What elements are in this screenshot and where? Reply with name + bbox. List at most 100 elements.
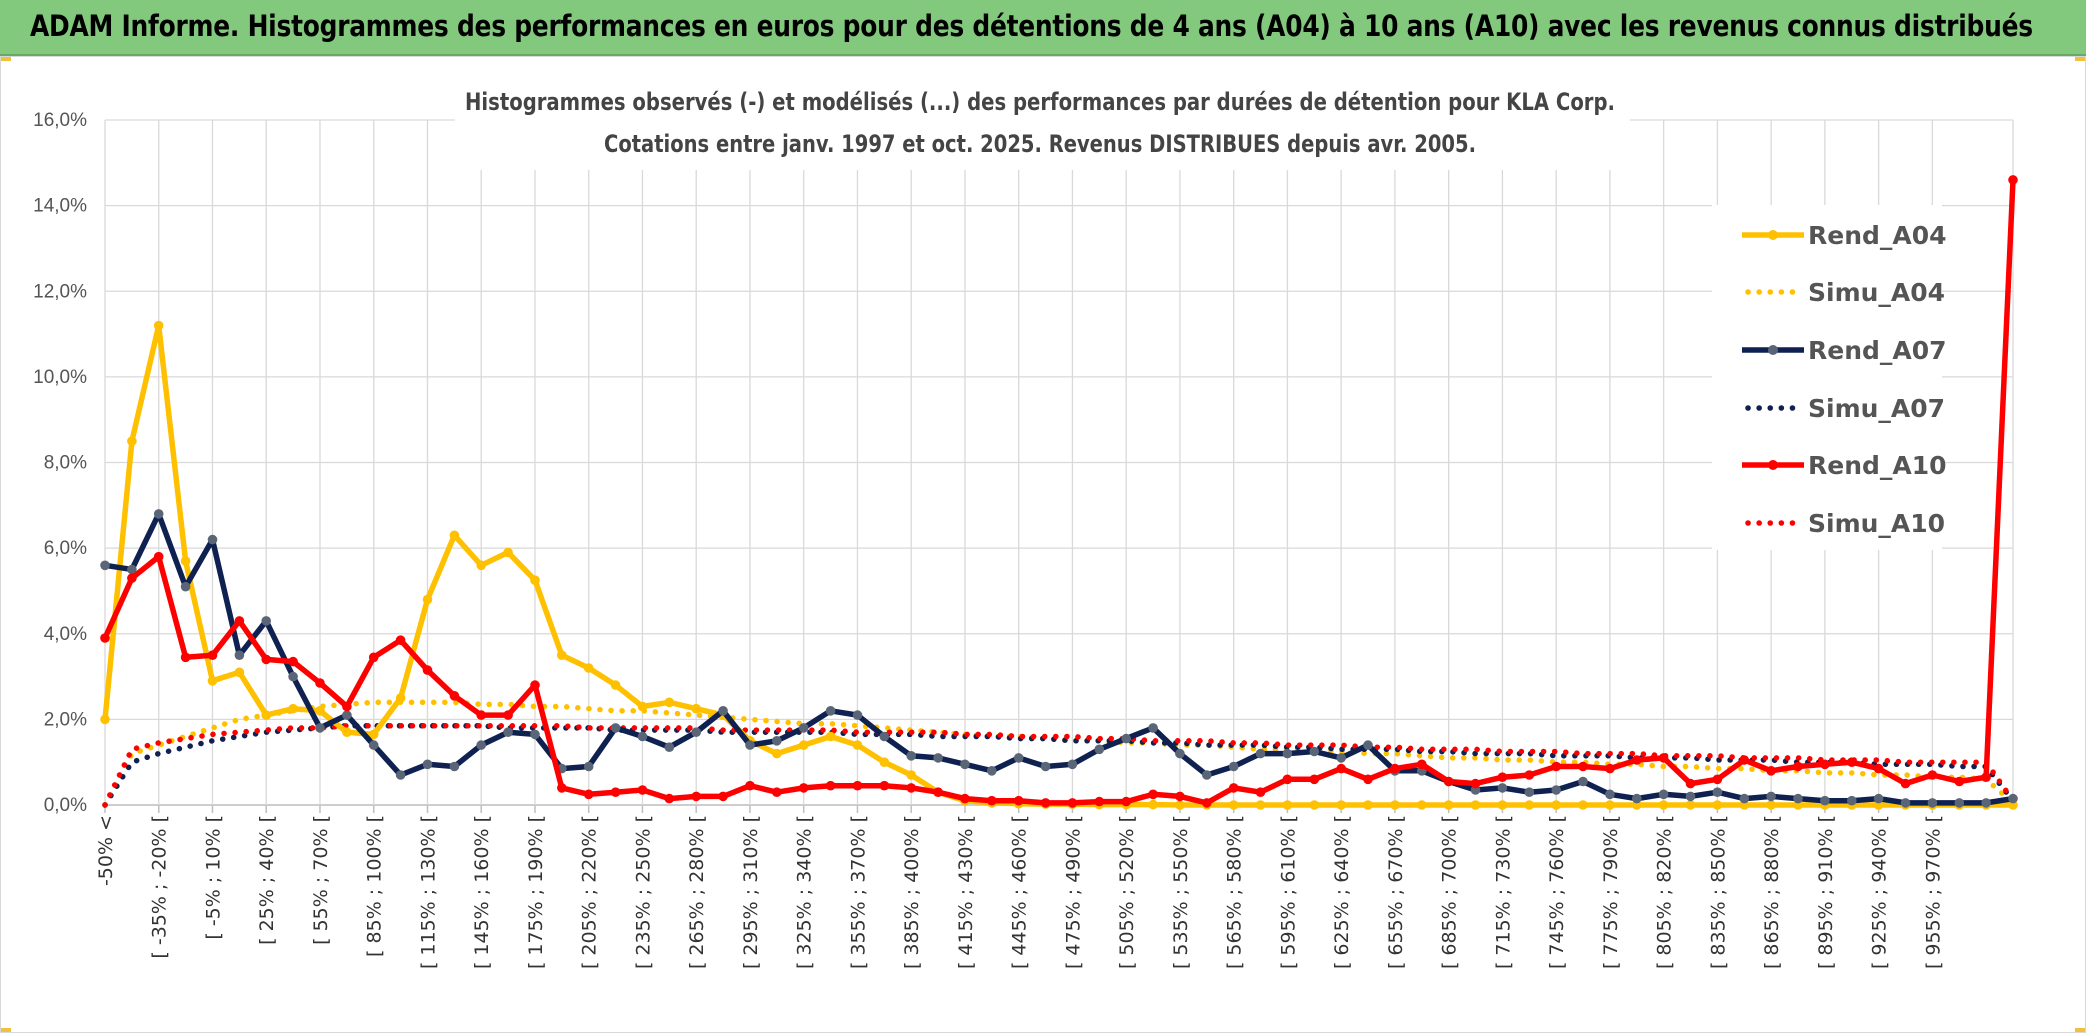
data-point-rend-a04 [530,575,540,585]
data-point-rend-a04 [557,650,567,660]
x-tick-label: [ 145% ; 160% [ [471,815,493,969]
data-point-rend-a07 [1148,723,1158,733]
data-point-rend-a07 [1524,787,1535,797]
data-point-rend-a07 [476,740,487,750]
data-point-rend-a07 [1202,770,1212,780]
data-point-rend-a10 [1255,787,1266,797]
data-point-rend-a10 [1282,774,1293,785]
data-point-rend-a07 [987,766,997,776]
x-tick-label: [ 505% ; 520% [ [1116,815,1138,969]
x-tick-label: -50% < [95,815,117,886]
data-point-rend-a04 [1443,800,1454,810]
data-point-rend-a07 [1927,798,1938,808]
data-point-rend-a04 [449,530,460,541]
data-point-rend-a04 [476,560,487,571]
data-point-rend-a07 [180,581,191,592]
y-axis-ticks: 0,0% 2,0% 4,0% 6,0% 8,0% 10,0% 12,0% 14,0% 16,0% [33,110,87,816]
data-point-rend-a04 [1605,800,1615,810]
data-point-rend-a10 [1390,763,1400,774]
legend: Rend_A04 Simu_A04 Rend_A07 Simu_A07 Rend_A10… [1712,205,1947,550]
data-point-rend-a07 [1040,761,1051,772]
data-point-rend-a04 [1578,800,1588,810]
data-point-rend-a07 [718,706,728,716]
legend-label-simu-a10: Simu_A10 [1808,509,1945,538]
data-point-rend-a07 [1954,798,1965,808]
data-point-rend-a07 [745,740,755,750]
data-point-rend-a10 [288,656,298,667]
data-point-rend-a10 [449,691,460,701]
data-point-rend-a07 [1873,793,1884,804]
series-layer [100,175,2018,810]
x-tick-label: [ -35% ; -20% [ [149,815,171,959]
data-point-rend-a10 [1040,798,1051,808]
data-point-rend-a07 [1175,748,1185,759]
legend-marker-rend-a10 [1768,460,1778,470]
data-point-rend-a07 [1900,798,1911,808]
data-point-rend-a07 [1605,789,1615,800]
data-point-rend-a10 [1175,791,1185,802]
data-point-rend-a10 [1417,759,1427,770]
data-point-rend-a10 [691,791,701,802]
data-point-rend-a07 [1685,791,1696,802]
data-point-rend-a04 [772,748,782,759]
data-point-rend-a10 [1228,783,1239,793]
page-title: ADAM Informe. Histogrammes des performan… [30,9,2033,43]
data-point-rend-a10 [315,678,325,688]
series-line-simu-a10 [102,723,2016,808]
data-point-rend-a04 [422,594,433,605]
data-point-rend-a07 [342,710,352,720]
data-point-rend-a04 [1712,800,1723,810]
data-point-rend-a10 [180,652,191,663]
data-point-rend-a04 [1685,800,1696,810]
series-line-rend-a07 [104,511,2014,806]
data-point-rend-a10 [1524,770,1535,780]
data-point-rend-a10 [207,650,218,660]
data-point-rend-a04 [610,680,621,690]
y-tick-label: 0,0% [44,795,87,816]
frame-corner-top-left [1,57,11,61]
data-point-rend-a10 [745,780,755,791]
data-point-rend-a07 [1094,744,1105,755]
x-tick-label: [ 625% ; 640% [ [1331,815,1353,969]
data-point-rend-a10 [395,635,406,645]
data-point-rend-a10 [476,710,487,720]
data-point-rend-a10 [1820,759,1830,770]
data-point-rend-a04 [664,697,675,708]
data-point-rend-a04 [315,706,325,716]
data-point-rend-a10 [261,654,272,665]
data-point-rend-a07 [1363,740,1373,750]
data-point-rend-a10 [368,652,379,663]
data-point-rend-a04 [637,701,648,712]
data-point-rend-a10 [1981,772,1991,782]
data-point-rend-a04 [583,663,594,673]
data-point-rend-a07 [100,560,110,571]
x-tick-label: [ 745% ; 760% [ [1546,815,1568,969]
data-point-rend-a07 [1309,746,1320,757]
data-point-rend-a04 [1309,800,1320,810]
data-point-rend-a10 [100,633,110,643]
data-point-rend-a10 [342,701,352,712]
data-point-rend-a10 [718,791,728,802]
data-point-rend-a10 [1497,772,1508,782]
data-point-rend-a07 [906,751,916,761]
data-point-rend-a07 [852,710,863,720]
data-point-rend-a10 [664,793,675,804]
x-tick-label: [ 175% ; 190% [ [525,815,547,969]
data-point-rend-a07 [1578,776,1588,787]
data-point-rend-a10 [1578,761,1588,772]
data-point-rend-a07 [1255,748,1266,759]
frame-corner-top-right [2075,57,2085,61]
legend-label-rend-a04: Rend_A04 [1808,221,1947,250]
data-point-rend-a10 [879,780,890,791]
data-point-rend-a04 [691,703,701,714]
legend-marker-rend-a04 [1768,230,1778,240]
data-point-rend-a04 [1363,800,1373,810]
x-tick-label: [ 655% ; 670% [ [1385,815,1407,969]
data-point-rend-a04 [1658,800,1669,810]
x-tick-label: [ 835% ; 850% [ [1707,815,1729,969]
data-point-rend-a07 [1793,793,1803,804]
data-point-rend-a04 [342,727,352,737]
y-tick-label: 6,0% [44,538,87,559]
x-tick-label: [ 325% ; 340% [ [794,815,816,969]
data-point-rend-a07 [1658,789,1669,800]
